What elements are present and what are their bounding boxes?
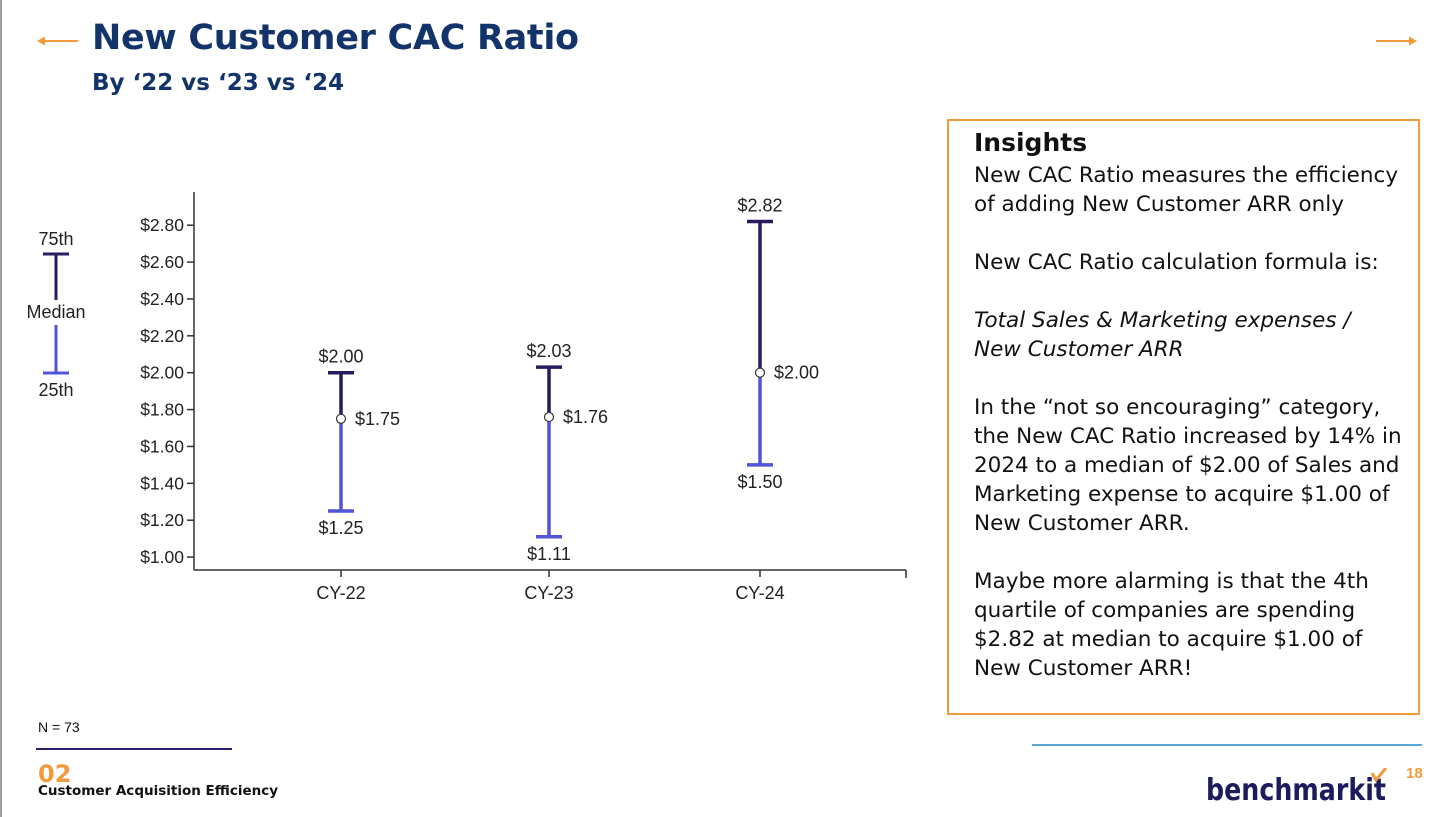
y-axis-ticks: $1.00 $1.20 $1.40 $1.60 $1.80 $2.00 $2.20 $2.40… <box>140 215 194 567</box>
median-point <box>754 367 766 378</box>
p75-value-label: $2.00 <box>318 347 363 367</box>
page-number: 18 <box>1406 765 1423 782</box>
y-tick-label: $1.20 <box>140 510 184 530</box>
insights-formula-line-2: New Customer ARR <box>974 337 1184 362</box>
insights-paragraph-4: Maybe more alarming is that the 4th quar… <box>974 569 1369 681</box>
y-tick-label: $2.20 <box>140 326 184 346</box>
y-tick-label: $1.00 <box>140 547 184 567</box>
median-value-label: $2.00 <box>774 363 819 383</box>
footer-divider-left <box>36 748 232 750</box>
range-marks: $2.00 $1.75 $1.25 CY-22 $2.03 $1.76 $1.11 CY-23… <box>316 196 819 603</box>
y-tick-label: $2.80 <box>140 215 184 235</box>
y-tick-label: $2.60 <box>140 252 184 272</box>
legend-25th-label: 25th <box>38 380 73 400</box>
slide-border <box>0 0 2 817</box>
insights-panel: Insights New CAC Ratio measures the effi… <box>947 119 1420 715</box>
insights-paragraph-1: New CAC Ratio measures the efficiency of… <box>974 163 1399 217</box>
chart-legend: 75th Median 25th <box>26 229 85 400</box>
p25-value-label: $1.25 <box>318 518 363 538</box>
benchmarkit-logo: benchmarkit <box>1206 768 1388 808</box>
section-name: Customer Acquisition Efficiency <box>38 783 279 799</box>
sample-size-label: N = 73 <box>38 719 80 735</box>
legend-75th-label: 75th <box>38 229 73 249</box>
y-tick-label: $1.60 <box>140 436 184 456</box>
median-point <box>543 411 555 423</box>
insights-title: Insights <box>974 128 1088 157</box>
insights-paragraph-3: In the “not so encouraging” category, th… <box>974 395 1402 536</box>
insights-paragraph-2: New CAC Ratio calculation formula is: <box>974 250 1379 275</box>
p75-value-label: $2.82 <box>737 196 782 216</box>
x-tick-label: CY-22 <box>316 583 365 603</box>
x-tick-label: CY-23 <box>524 583 573 603</box>
y-tick-label: $2.40 <box>140 289 184 309</box>
y-tick-label: $1.80 <box>140 400 184 420</box>
cac-ratio-chart: 75th Median 25th $1.00$1.20$1.40$1.60$1.… <box>26 192 907 603</box>
p75-value-label: $2.03 <box>526 341 571 361</box>
p25-value-label: $1.11 <box>527 544 571 564</box>
logo-check-icon <box>1370 768 1388 783</box>
previous-arrow-icon[interactable] <box>36 34 78 48</box>
x-tick-label: CY-24 <box>735 583 784 603</box>
next-arrow-icon[interactable] <box>1376 34 1418 48</box>
median-value-label: $1.75 <box>355 409 400 429</box>
y-tick-label: $2.00 <box>140 363 184 383</box>
page-subtitle: By ‘22 vs ‘23 vs ‘24 <box>92 70 345 96</box>
logo-text: benchmarkit <box>1206 773 1386 808</box>
legend-median-label: Median <box>26 302 85 322</box>
section-number: 02 <box>38 760 72 788</box>
p25-value-label: $1.50 <box>737 472 782 492</box>
insights-formula-line-1: Total Sales & Marketing expenses / <box>974 308 1351 333</box>
y-tick-label: $1.40 <box>140 473 184 493</box>
page-title: New Customer CAC Ratio <box>92 18 579 58</box>
median-point <box>335 413 347 424</box>
median-value-label: $1.76 <box>563 407 608 427</box>
footer-divider-right <box>1032 744 1422 746</box>
